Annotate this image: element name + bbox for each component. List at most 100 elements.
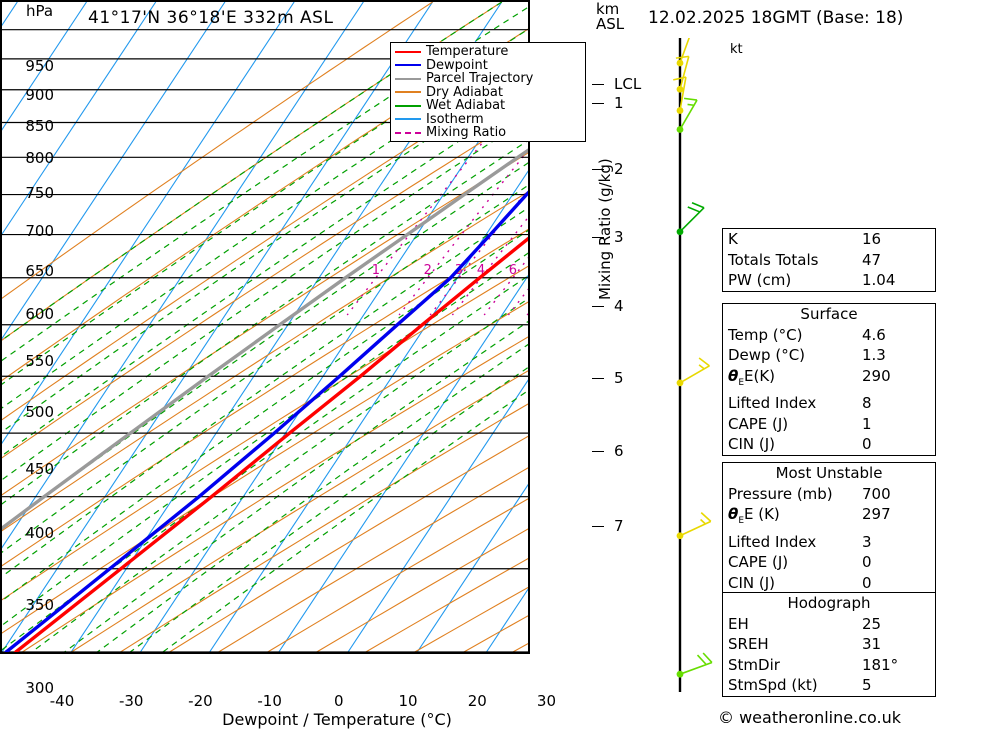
isotherm-line — [278, 274, 528, 652]
profile-temperature-line — [14, 236, 528, 652]
temperature-tick-0: 0 — [334, 692, 344, 710]
wind-barb-full — [684, 97, 698, 101]
mixing-ratio-label: 2 — [424, 263, 432, 278]
temperature-tick-10: 10 — [398, 692, 418, 710]
height-tick-mark — [592, 102, 604, 104]
wind-barb-full — [700, 512, 712, 522]
dry-adiabat-line — [2, 265, 528, 601]
pressure-unit-label: hPa — [26, 2, 54, 20]
isotherm-line — [2, 2, 434, 652]
panel-row-key: EH — [728, 614, 749, 633]
wind-barb-point — [676, 59, 684, 67]
panel-row-value: 297 — [862, 505, 891, 523]
height-tick-1: 1 — [614, 93, 624, 112]
wind-barb-full — [698, 357, 710, 367]
legend-label: Dewpoint — [426, 57, 488, 73]
height-tick-mark — [592, 525, 604, 527]
wind-barb-half — [698, 364, 705, 370]
wind-barb-shaft — [679, 30, 693, 64]
wind-barb-half — [700, 518, 706, 525]
legend-swatch — [395, 50, 421, 53]
pressure-tick-650: 650 — [25, 261, 54, 280]
height-tick-3: 3 — [614, 227, 624, 246]
legend-item-dry-adiabat: Dry Adiabat — [395, 86, 585, 100]
dry-adiabat-line — [71, 370, 528, 652]
hodograph-unit-label: kt — [730, 42, 743, 57]
pressure-tick-950: 950 — [25, 56, 54, 75]
isotherm-line — [2, 2, 157, 236]
panel-row-key: Totals Totals — [728, 250, 819, 269]
panel-heading: Most Unstable — [775, 464, 883, 482]
panel-row-value: 1 — [862, 414, 872, 433]
panel-row: StmSpd (kt) 5 — [723, 675, 935, 696]
wet-adiabat-line — [2, 252, 528, 627]
legend-swatch — [395, 131, 421, 134]
panel-row: EH 25 — [723, 614, 935, 635]
legend-swatch — [395, 104, 421, 107]
panel-row: Totals Totals 47 — [723, 250, 935, 271]
panel-row-key: Lifted Index — [728, 532, 817, 551]
panel-row-key: Lifted Index — [728, 394, 817, 412]
wind-barb-full — [675, 55, 689, 59]
panel-row: CAPE (J) 1 — [723, 414, 935, 435]
panel-row-key: Temp (°C) — [728, 325, 803, 344]
temperature-tick--10: -10 — [257, 692, 282, 710]
legend-item-mixing-ratio: Mixing Ratio — [395, 126, 585, 140]
panel-row-value: 181° — [862, 655, 899, 674]
panel-row-key: StmDir — [728, 655, 780, 674]
wind-barb-column — [640, 30, 720, 696]
legend-swatch — [395, 91, 421, 94]
lcl-label: LCL — [614, 75, 642, 94]
legend: Temperature Dewpoint Parcel Trajectory Dry … — [390, 42, 586, 142]
height-tick-7: 7 — [614, 516, 624, 535]
panel-row-key: CAPE (J) — [728, 414, 789, 433]
pressure-tick-800: 800 — [25, 149, 54, 168]
wind-barb-full — [673, 76, 687, 81]
height-tick-mark — [592, 450, 604, 452]
pressure-tick-300: 300 — [25, 679, 54, 697]
dry-adiabat-line — [2, 301, 528, 634]
panel-row: Dewp (°C) 1.3 — [723, 345, 935, 366]
surface-panel: Surface Temp (°C) 4.6 Dewp (°C) 1.3 θEE(K) 290… — [722, 303, 936, 456]
sounding-chart: hPa 41°17'N 36°18'E 332m ASL km ASL 1 2 3 4… — [0, 0, 642, 729]
temperature-tick-20: 20 — [467, 692, 487, 710]
indices-panel: K 16 Totals Totals 47 PW (cm) 1.04 — [722, 228, 936, 292]
panel-row: θEE(K) 290 — [723, 366, 935, 394]
height-tick-6: 6 — [614, 441, 624, 460]
panel-row-key: CAPE (J) — [728, 553, 789, 571]
height-tick-2: 2 — [614, 159, 624, 178]
panel-row-key: CIN (J) — [728, 435, 776, 453]
wind-barb-shaft — [679, 520, 712, 537]
most-unstable-panel: Most Unstable Pressure (mb) 700 θEE (K) 297 L… — [722, 462, 936, 594]
pressure-tick-350: 350 — [25, 595, 54, 614]
dry-adiabat-line — [169, 435, 528, 652]
panel-row: Lifted Index 3 — [723, 532, 935, 553]
panel-row: CAPE (J) 0 — [723, 552, 935, 573]
panel-row: CIN (J) 0 — [723, 434, 935, 455]
pressure-tick-500: 500 — [25, 403, 54, 422]
panel-row-value: 16 — [862, 230, 882, 248]
wet-adiabat-line — [2, 207, 528, 578]
panel-row-value: 290 — [862, 366, 891, 385]
panel-row-key: K — [728, 230, 738, 248]
height-tick-mark — [592, 306, 604, 308]
panel-row-key: θEE (K) — [728, 505, 780, 526]
height-tick-mark — [592, 236, 604, 238]
legend-label: Isotherm — [426, 111, 484, 127]
panel-row: Pressure (mb) 700 — [723, 484, 935, 505]
wind-barb-full — [702, 652, 713, 664]
pressure-tick-550: 550 — [25, 351, 54, 370]
wind-barb-full — [691, 202, 705, 209]
panel-row-key: StmSpd (kt) — [728, 676, 818, 694]
height-tick-mark — [592, 377, 604, 379]
panel-row: PW (cm) 1.04 — [723, 270, 935, 291]
profile-parcel-trajectory-line — [2, 148, 528, 531]
legend-swatch — [395, 64, 421, 67]
mixing-ratio-label: 6 — [509, 263, 517, 278]
temperature-tick-30: 30 — [536, 692, 557, 710]
mixing-ratio-label: 4 — [477, 263, 485, 278]
legend-label: Dry Adiabat — [426, 84, 503, 100]
height-tick-5: 5 — [614, 368, 624, 387]
panel-row: θEE (K) 297 — [723, 504, 935, 532]
isotherm-line — [347, 379, 528, 652]
